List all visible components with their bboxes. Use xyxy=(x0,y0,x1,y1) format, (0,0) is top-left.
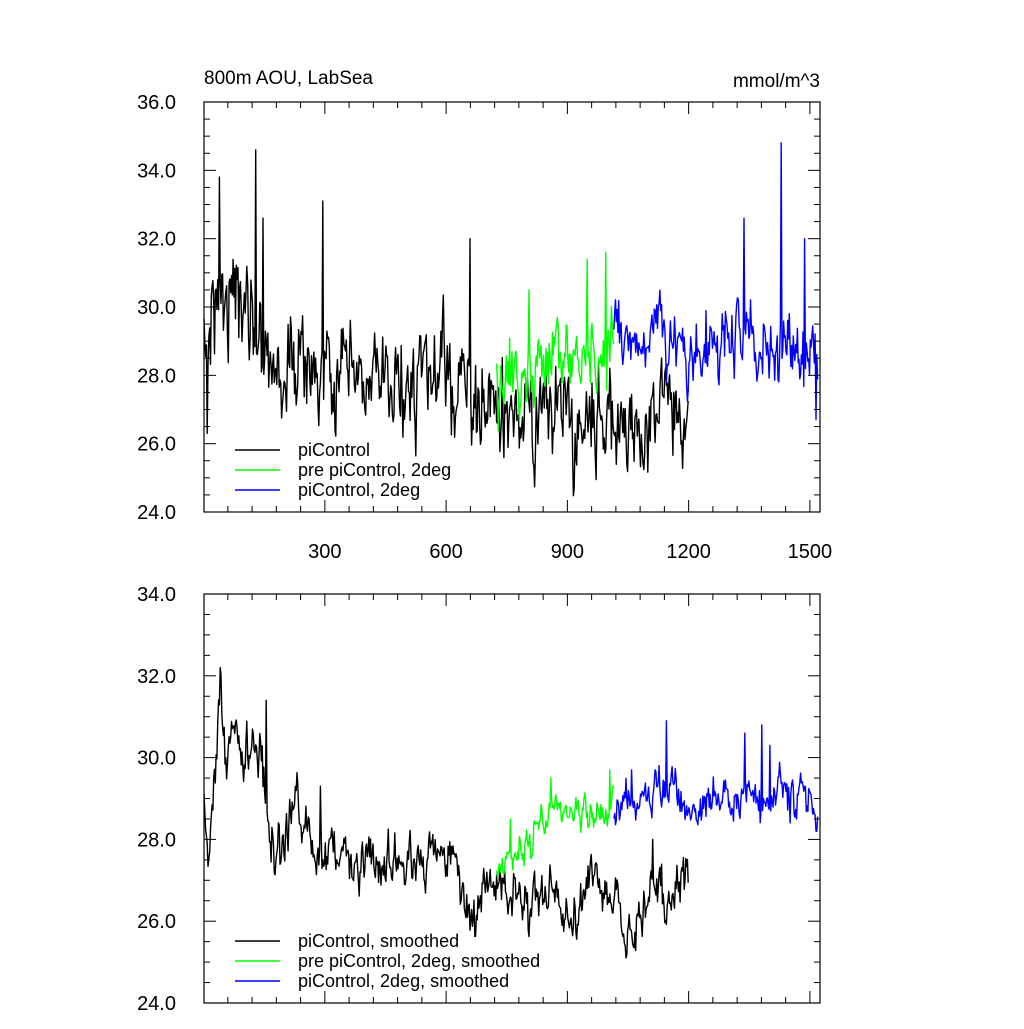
series-line-2 xyxy=(613,142,819,421)
legend-label: piControl, 2deg xyxy=(298,480,420,500)
top-panel: 24.0 26.0 28.0 30.0 32.0 34.0 36.0 300 600 900 120… xyxy=(137,68,832,563)
x-tick-label: 1200 xyxy=(666,541,711,563)
y-tick-label: 30.0 xyxy=(137,297,176,319)
x-tick-label: 900 xyxy=(551,541,584,563)
y-tick-label: 36.0 xyxy=(137,92,176,114)
series-line-1 xyxy=(495,769,615,878)
units-label: mmol/m^3 xyxy=(733,71,820,92)
bottom-panel: 24.0 26.0 28.0 30.0 32.0 34.0 piControl, smoot… xyxy=(137,584,821,1015)
legend-label: piControl xyxy=(298,440,370,460)
y-tick-label: 28.0 xyxy=(137,829,176,851)
x-tick-label: 600 xyxy=(429,541,462,563)
series-line-2 xyxy=(613,720,819,833)
y-tick-label: 32.0 xyxy=(137,229,176,251)
y-tick-label: 24.0 xyxy=(137,993,176,1015)
y-tick-label: 26.0 xyxy=(137,434,176,456)
y-tick-label: 34.0 xyxy=(137,584,176,606)
y-tick-label: 30.0 xyxy=(137,748,176,770)
legend-label: piControl, 2deg, smoothed xyxy=(298,971,509,991)
y-tick-label: 34.0 xyxy=(137,160,176,182)
legend-label: pre piControl, 2deg xyxy=(298,460,451,480)
chart-title: 800m AOU, LabSea xyxy=(204,68,373,89)
y-tick-label: 24.0 xyxy=(137,502,176,524)
y-tick-label: 32.0 xyxy=(137,666,176,688)
y-tick-label: 28.0 xyxy=(137,365,176,387)
plot-frame xyxy=(203,101,821,513)
legend-label: piControl, smoothed xyxy=(298,931,459,951)
series-line-1 xyxy=(495,251,615,432)
x-tick-label: 300 xyxy=(308,541,341,563)
series-line-0 xyxy=(203,149,689,497)
y-tick-label: 26.0 xyxy=(137,911,176,933)
x-tick-label: 1500 xyxy=(788,541,833,563)
legend-label: pre piControl, 2deg, smoothed xyxy=(298,951,540,971)
series-line-0 xyxy=(203,666,689,959)
